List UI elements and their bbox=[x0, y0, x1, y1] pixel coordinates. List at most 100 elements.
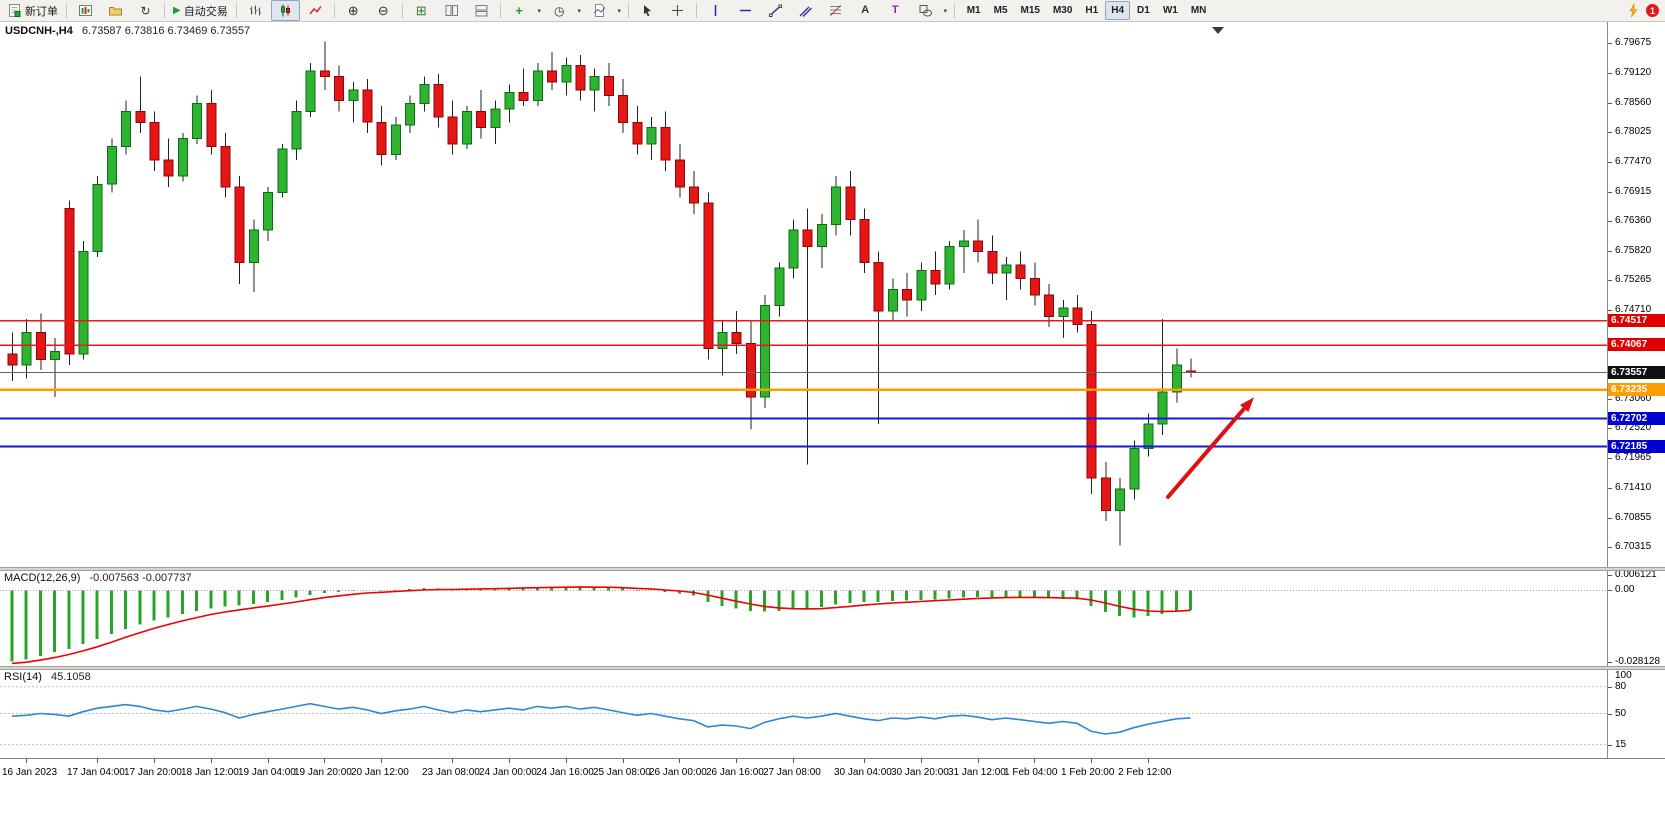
time-axis-label: 30 Jan 04:00 bbox=[834, 767, 892, 778]
bear-candle bbox=[334, 75, 345, 102]
toolbar-separator bbox=[164, 3, 165, 18]
label-icon: T bbox=[891, 4, 899, 16]
timeframe-button-W1[interactable]: W1 bbox=[1162, 5, 1178, 16]
refresh-button[interactable]: ↻ bbox=[131, 0, 160, 21]
bull-candle bbox=[944, 245, 955, 285]
bear-candle bbox=[319, 70, 330, 77]
price-axis-label: 6.73060 bbox=[1615, 393, 1652, 404]
tile-windows-button[interactable]: ⊞ bbox=[407, 0, 436, 21]
time-axis-label: 26 Jan 00:00 bbox=[649, 767, 707, 778]
pane-separator[interactable] bbox=[0, 666, 1665, 670]
templates-button[interactable] bbox=[585, 0, 614, 21]
bear-candle bbox=[973, 240, 984, 253]
bull-candle bbox=[788, 229, 799, 269]
chart-window[interactable]: USDCNH-,H4 6.73587 6.73816 6.73469 6.735… bbox=[0, 22, 1665, 833]
trendline-button[interactable] bbox=[761, 0, 790, 21]
line-chart-button[interactable] bbox=[301, 0, 330, 21]
macd-axis-label: 0.006121 bbox=[1615, 569, 1657, 580]
indicators-dropdown[interactable]: ▾ bbox=[537, 7, 541, 15]
timeframe-button-M1[interactable]: M1 bbox=[966, 5, 981, 16]
bar-chart-button[interactable] bbox=[241, 0, 270, 21]
templates-dropdown[interactable]: ▾ bbox=[617, 7, 621, 15]
periods-dropdown[interactable]: ▾ bbox=[577, 7, 581, 15]
text-button[interactable]: A bbox=[851, 0, 880, 21]
bear-candle bbox=[547, 70, 558, 83]
price-axis-label: 6.71410 bbox=[1615, 482, 1652, 493]
chart-shift-marker[interactable] bbox=[1212, 27, 1224, 34]
timeframe-button-D1[interactable]: D1 bbox=[1137, 5, 1150, 16]
cursor-button[interactable] bbox=[633, 0, 662, 21]
arrange-horizontal-icon bbox=[475, 5, 488, 17]
text-icon: A bbox=[861, 4, 870, 16]
time-axis-label: 26 Jan 16:00 bbox=[706, 767, 764, 778]
new-chart-button[interactable] bbox=[71, 0, 100, 21]
profiles-button[interactable] bbox=[101, 0, 130, 21]
new-order-button[interactable]: 新订单 bbox=[3, 0, 62, 21]
shapes-icon bbox=[919, 5, 932, 17]
price-axis-label: 6.75820 bbox=[1615, 245, 1652, 256]
price-tag-6.74067: 6.74067 bbox=[1608, 338, 1665, 351]
indicators-button[interactable]: + bbox=[505, 0, 534, 21]
time-axis-label: 24 Jan 16:00 bbox=[536, 767, 594, 778]
bull-candle bbox=[277, 148, 288, 193]
notification-badge[interactable]: 1 bbox=[1646, 4, 1659, 17]
shapes-dropdown[interactable]: ▾ bbox=[943, 7, 947, 15]
trend-arrow[interactable] bbox=[1166, 406, 1247, 499]
text-label-button[interactable]: T bbox=[881, 0, 910, 21]
lightning-icon[interactable] bbox=[1626, 3, 1641, 18]
autotrading-button[interactable]: ▶ 自动交易 bbox=[169, 0, 232, 21]
horizontal-line-button[interactable] bbox=[731, 0, 760, 21]
bear-candle bbox=[518, 92, 529, 102]
bear-candle bbox=[987, 251, 998, 274]
rsi-value: 45.1058 bbox=[50, 671, 91, 683]
candlestick-chart-button[interactable] bbox=[270, 0, 300, 21]
timeframe-button-H4[interactable]: H4 bbox=[1105, 1, 1131, 20]
bull-candle bbox=[177, 137, 188, 177]
arrange-vertical-button[interactable] bbox=[437, 0, 466, 21]
timeframe-button-H1[interactable]: H1 bbox=[1085, 5, 1099, 16]
bull-candle bbox=[106, 146, 117, 185]
price-axis-label: 6.70855 bbox=[1615, 512, 1652, 523]
shapes-button[interactable] bbox=[911, 0, 940, 21]
ohlc-values: 6.73587 6.73816 6.73469 6.73557 bbox=[81, 25, 251, 37]
bull-candle bbox=[1171, 364, 1182, 393]
toolbar-separator bbox=[235, 3, 237, 18]
add-indicator-icon: + bbox=[515, 3, 523, 18]
bull-candle bbox=[646, 127, 657, 145]
arrange-horizontal-button[interactable] bbox=[467, 0, 496, 21]
timeframe-button-M5[interactable]: M5 bbox=[993, 5, 1008, 16]
zoom-in-button[interactable]: ⊕ bbox=[339, 0, 368, 21]
timeframe-button-MN[interactable]: MN bbox=[1190, 5, 1207, 16]
bear-candle bbox=[1086, 323, 1097, 479]
timeframe-button-M30[interactable]: M30 bbox=[1052, 5, 1073, 16]
trend-arrow-head[interactable] bbox=[1240, 397, 1254, 413]
toolbar-separator bbox=[499, 3, 501, 18]
bear-candle bbox=[163, 159, 174, 177]
fibonacci-button[interactable] bbox=[821, 0, 850, 21]
price-axis-label: 6.74710 bbox=[1615, 304, 1652, 315]
time-axis-label: 2 Feb 12:00 bbox=[1118, 767, 1172, 778]
time-axis[interactable]: 16 Jan 2023 17 Jan 04:00 17 Jan 20:00 18 Ja… bbox=[0, 758, 1665, 833]
price-tag-6.72185: 6.72185 bbox=[1608, 440, 1665, 453]
new-order-icon bbox=[9, 4, 21, 17]
chart-plot-area[interactable] bbox=[0, 22, 1607, 567]
main-toolbar: 新订单 ↻ ▶ 自动交易 bbox=[0, 0, 1665, 22]
channel-button[interactable] bbox=[791, 0, 820, 21]
time-axis-label: 31 Jan 12:00 bbox=[948, 767, 1006, 778]
timeframe-button-M15[interactable]: M15 bbox=[1020, 5, 1040, 16]
bull-candle bbox=[21, 332, 32, 366]
macd-header: MACD(12,26,9) -0.007563 -0.007737 bbox=[4, 572, 192, 584]
price-axis[interactable]: 6.79675 6.79120 6.78560 6.78025 6.77470 6.769… bbox=[1607, 22, 1665, 758]
vertical-line-button[interactable] bbox=[701, 0, 730, 21]
rsi-axis-label: 100 bbox=[1615, 670, 1632, 681]
periods-button[interactable]: ◷ bbox=[545, 0, 574, 21]
bull-candle bbox=[248, 229, 259, 263]
pane-separator[interactable] bbox=[0, 567, 1665, 571]
macd-pane[interactable] bbox=[0, 570, 1607, 666]
bear-candle bbox=[632, 121, 643, 145]
zoom-out-button[interactable]: ⊖ bbox=[369, 0, 398, 21]
bear-candle bbox=[873, 261, 884, 312]
bull-candle bbox=[1129, 447, 1140, 490]
rsi-pane[interactable] bbox=[0, 669, 1607, 758]
crosshair-button[interactable] bbox=[663, 0, 692, 21]
